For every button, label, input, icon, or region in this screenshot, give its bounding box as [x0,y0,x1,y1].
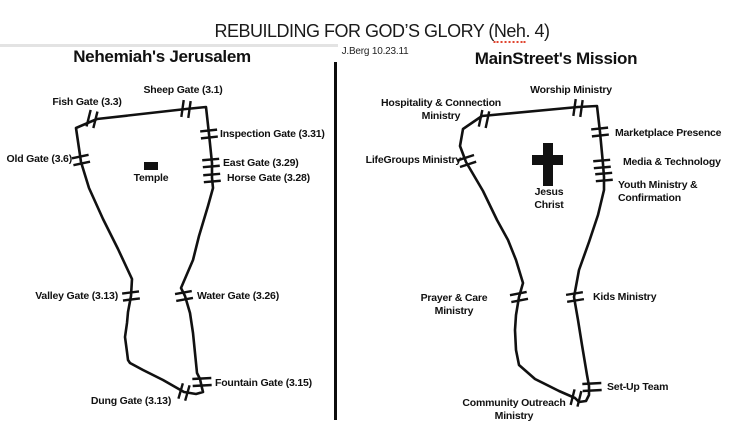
old-gate-label: Old Gate (3.6) [6,153,73,165]
inspection-gate-ticks [200,128,218,140]
setup-team-label: Set-Up Team [607,381,669,393]
worship-ministry-label: Worship Ministry [530,84,612,96]
marketplace-presence-label: Marketplace Presence [615,127,722,139]
horse-gate-ticks [203,172,221,184]
setup-team-ticks [582,381,602,393]
media-technology-ticks [593,158,611,170]
temple-label: Temple [133,172,169,184]
inspection-gate-label: Inspection Gate (3.31) [220,128,325,140]
east-gate-ticks [202,157,220,169]
horse-gate-label: Horse Gate (3.28) [227,172,310,184]
media-technology-label: Media & Technology [623,156,721,168]
lifegroups-ministry-label: LifeGroups Ministry [365,154,462,166]
valley-gate-ticks [121,290,141,302]
worship-ministry-ticks [572,98,584,118]
prayer-care-ticks [509,290,529,304]
dung-gate-label: Dung Gate (3.13) [90,395,172,407]
jerusalem-wall-outline [74,105,215,396]
page-title-text: REBUILDING FOR GOD’S GLORY ( [214,21,495,41]
page-title-misspelled-word: Neh [493,21,526,43]
fish-gate-ticks [85,109,99,129]
byline: J.Berg 10.23.11 [341,46,409,57]
center-divider-line [334,62,337,420]
cross-icon [532,143,563,186]
lifegroups-ministry-ticks [457,153,477,169]
left-diagram-title: Nehemiah's Jerusalem [73,47,251,66]
hospitality-ministry-label: Hospitality & Connection Ministry [380,97,502,122]
scan-artifact-line [0,44,338,47]
sheep-gate-ticks [180,99,192,119]
temple-marker [144,162,158,170]
fountain-gate-ticks [192,376,212,388]
page-title-text-after: . 4) [525,21,550,41]
community-outreach-label: Community Outreach Ministry [462,397,566,422]
water-gate-ticks [174,289,194,303]
mission-wall-outline [458,104,606,404]
fish-gate-label: Fish Gate (3.3) [52,96,122,108]
fountain-gate-label: Fountain Gate (3.15) [215,377,312,389]
marketplace-presence-ticks [591,126,609,138]
prayer-care-ministry-label: Prayer & Care Ministry [420,292,488,317]
kids-ministry-label: Kids Ministry [593,291,657,303]
kids-ministry-ticks [565,291,585,303]
valley-gate-label: Valley Gate (3.13) [35,290,118,302]
east-gate-label: East Gate (3.29) [223,157,299,169]
page-title: REBUILDING FOR GOD’S GLORY (Neh. 4) [214,21,550,43]
jesus-christ-label: Jesus Christ [534,186,564,211]
right-diagram-title: MainStreet's Mission [474,49,638,68]
old-gate-ticks [71,153,91,167]
dung-gate-ticks [177,383,191,401]
youth-ministry-ticks [595,171,613,183]
youth-ministry-label: Youth Ministry & Confirmation [618,179,698,204]
sheep-gate-label: Sheep Gate (3.1) [143,84,223,96]
community-outreach-ticks [569,389,583,407]
water-gate-label: Water Gate (3.26) [197,290,279,302]
hospitality-ministry-ticks [477,109,491,129]
